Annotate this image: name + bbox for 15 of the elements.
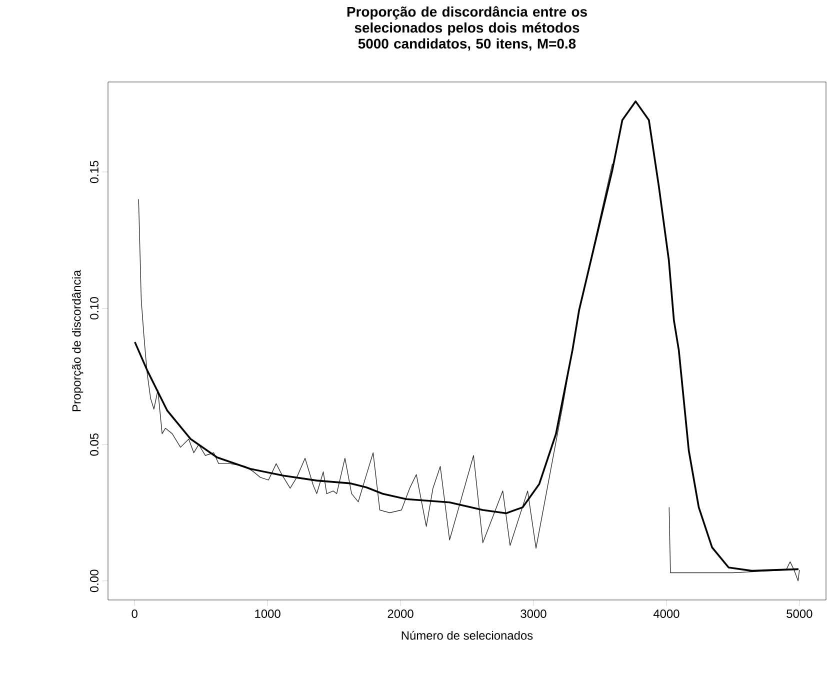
x-axis-title: Número de selecionados	[402, 630, 533, 640]
x-tick-label: 5000	[786, 610, 812, 618]
y-tick-label: 0.15	[90, 160, 98, 184]
x-tick-label: 2000	[388, 610, 414, 618]
y-tick-label: 0.00	[90, 570, 98, 592]
x-tick-label: 1000	[255, 610, 280, 618]
chart-subtitle: 5000 candidatos, 50 itens, M=0.8	[358, 38, 576, 51]
y-tick-label: 0.05	[90, 433, 98, 456]
chart-title: Proporção de discordância entre os selecionados pelos dois métodos	[347, 6, 587, 36]
y-axis-title: Proporção de discordância	[72, 270, 84, 412]
x-tick-label: 0	[132, 610, 138, 618]
y-tick-label: 0.10	[90, 297, 98, 320]
x-tick-label: 3000	[520, 610, 546, 618]
x-tick-label: 4000	[653, 610, 680, 618]
line-series	[134, 100, 800, 572]
